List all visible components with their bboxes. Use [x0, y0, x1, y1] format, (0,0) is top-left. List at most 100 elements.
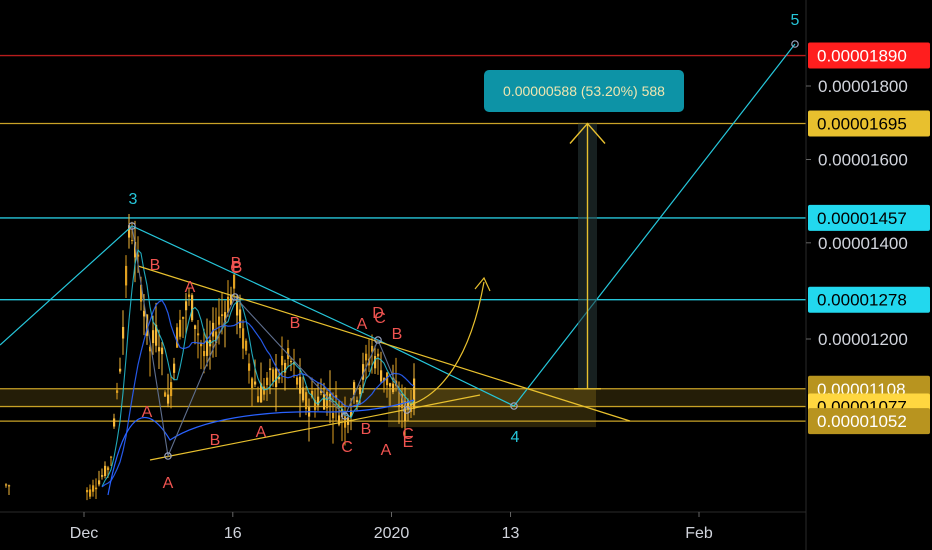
- wave-label-B: B: [361, 421, 372, 438]
- measure-arrowhead: [569, 122, 606, 144]
- candle-body: [344, 413, 347, 428]
- price-tick-label: 0.00001400: [818, 234, 908, 253]
- candle-body: [215, 331, 218, 344]
- candle-body: [122, 326, 125, 339]
- price-tag-2: [808, 204, 930, 231]
- candle-body: [206, 340, 209, 356]
- candle-body: [407, 400, 410, 410]
- candle-body: [260, 383, 263, 403]
- candle-body: [305, 392, 308, 410]
- candle-body: [380, 370, 383, 382]
- candle-body: [119, 368, 122, 372]
- candle-body: [296, 377, 299, 385]
- time-tick-label: Feb: [685, 525, 713, 542]
- price-tag-label-6: 0.00001052: [817, 412, 907, 431]
- wave-label-B: B: [232, 259, 243, 276]
- candle-body: [233, 274, 236, 289]
- candle-body: [290, 361, 293, 363]
- candle-body: [371, 345, 374, 352]
- candle-body: [89, 489, 92, 497]
- wave-label-B: B: [290, 315, 301, 332]
- candle-body: [134, 241, 137, 258]
- candle-body: [227, 296, 230, 313]
- supply-box: [388, 388, 596, 428]
- candle-body: [392, 383, 395, 393]
- candle-body: [236, 300, 239, 316]
- wave-label-C: C: [341, 439, 353, 456]
- candle-body: [317, 396, 320, 406]
- candle-body: [161, 347, 164, 355]
- candle-body: [398, 403, 401, 407]
- trend-drawings: [0, 40, 799, 461]
- projection-curve: [409, 281, 485, 406]
- wave-label-5: 5: [791, 12, 800, 29]
- candle-body: [278, 376, 281, 380]
- candle-body: [368, 358, 371, 366]
- candle-body: [143, 310, 146, 317]
- pivot-marker: [341, 412, 349, 420]
- candle-body: [383, 377, 386, 382]
- candle-body: [164, 392, 167, 397]
- wave-label-A: A: [163, 475, 174, 492]
- candle-body: [323, 394, 326, 410]
- ma-long-line: [107, 399, 415, 496]
- candle-body: [137, 254, 140, 257]
- candle-body: [98, 480, 101, 485]
- candle-body: [110, 456, 113, 458]
- candle-body: [221, 314, 224, 317]
- candle-body: [179, 319, 182, 337]
- candle-body: [275, 368, 278, 388]
- candle-body: [152, 330, 155, 344]
- price-tag-label-3: 0.00001278: [817, 291, 907, 310]
- price-tag-0: [808, 42, 930, 69]
- candle-body: [413, 378, 416, 409]
- time-axis[interactable]: Dec 16 2020 13 Feb: [0, 511, 806, 542]
- candle-body: [149, 346, 152, 352]
- wave-label-4: 4: [511, 429, 520, 446]
- candle-body: [212, 322, 215, 337]
- price-candles: [5, 214, 416, 501]
- pivot-marker: [791, 40, 799, 48]
- candle-body: [251, 378, 254, 388]
- candle-body: [287, 348, 290, 359]
- candle-body: [320, 390, 323, 393]
- candle-body: [401, 394, 404, 409]
- candle-body: [332, 413, 335, 419]
- wave-label-A: A: [142, 404, 153, 421]
- candle-body: [230, 294, 233, 305]
- candle-body: [104, 465, 107, 476]
- candle-body: [182, 316, 185, 319]
- candle-body: [389, 383, 392, 387]
- triangle-lower-line: [149, 394, 481, 461]
- candle-body: [125, 265, 128, 286]
- candle-body: [353, 382, 356, 395]
- pivot-marker: [231, 293, 239, 301]
- price-axis-bg: [806, 0, 932, 550]
- price-tag-label-1: 0.00001695: [817, 115, 907, 134]
- wave-label-A: A: [357, 316, 368, 333]
- time-tick-label: Dec: [70, 525, 98, 542]
- price-axis[interactable]: 0.00001800 0.00001600 0.00001400 0.00001200…: [805, 0, 932, 550]
- wave-label-B: B: [210, 432, 221, 449]
- candle-body: [281, 355, 284, 366]
- price-tag-3: [808, 286, 930, 313]
- triangle-upper-line: [137, 265, 631, 422]
- candle-body: [263, 386, 266, 395]
- candle-body: [338, 415, 341, 425]
- candle-body: [218, 316, 221, 325]
- candle-body: [314, 400, 317, 410]
- price-tag-label-0: 0.00001890: [817, 47, 907, 66]
- wave-label-B: B: [392, 326, 403, 343]
- price-tick-label: 0.00001200: [818, 330, 908, 349]
- candle-body: [8, 485, 11, 487]
- price-tick-label: 0.00001600: [818, 150, 908, 169]
- candle-body: [194, 325, 197, 330]
- pivot-marker: [164, 452, 172, 460]
- candle-body: [86, 490, 89, 493]
- candle-body: [254, 381, 257, 385]
- measure-tool[interactable]: 0.00000588 (53.20%) 588: [484, 70, 684, 390]
- candle-body: [365, 353, 368, 361]
- candle-body: [257, 396, 260, 402]
- wave-label-E: E: [403, 434, 414, 451]
